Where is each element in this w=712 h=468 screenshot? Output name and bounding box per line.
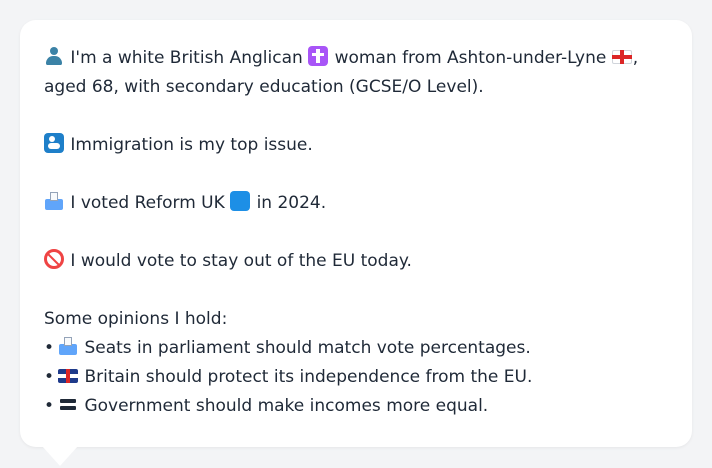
vote-line: I voted Reform UK in 2024.: [44, 189, 668, 218]
vote-year-text: in 2024.: [256, 193, 327, 213]
persona-message-bubble: I'm a white British Anglican woman from …: [20, 20, 692, 447]
intro-location-text: woman from Ashton-under-Lyne: [334, 48, 607, 68]
opinion-item: • Britain should protect its independenc…: [44, 363, 668, 392]
person-silhouette-icon: [44, 46, 64, 66]
latin-cross-icon: [308, 46, 329, 66]
top-issue-text: Immigration is my top issue.: [70, 135, 313, 155]
intro-identity-text: I'm a white British Anglican: [70, 48, 303, 68]
persona-intro: I'm a white British Anglican woman from …: [44, 44, 668, 102]
prohibited-icon: [44, 249, 64, 269]
blue-square-icon: [230, 191, 251, 211]
bullet: •: [44, 367, 55, 387]
eu-stance-line: I would vote to stay out of the EU today…: [44, 247, 668, 276]
vote-party-text: I voted Reform UK: [70, 193, 225, 213]
uk-flag-icon: [58, 369, 79, 383]
opinion-text: Britain should protect its independence …: [84, 367, 533, 387]
opinion-item: • Seats in parliament should match vote …: [44, 334, 668, 363]
ballot-box-icon: [44, 191, 64, 211]
opinion-text: Seats in parliament should match vote pe…: [84, 338, 531, 358]
intro-age-education-text: , aged 68, with secondary education (GCS…: [44, 48, 639, 97]
bullet: •: [44, 338, 55, 358]
bubble-tail: [42, 446, 78, 466]
top-issue-line: Immigration is my top issue.: [44, 131, 668, 160]
england-flag-icon: [611, 50, 632, 64]
opinion-text: Government should make incomes more equa…: [84, 396, 489, 416]
eu-stance-text: I would vote to stay out of the EU today…: [70, 251, 412, 271]
immigration-icon: [44, 133, 64, 153]
ballot-box-icon: [58, 336, 78, 356]
opinion-item: • Government should make incomes more eq…: [44, 392, 668, 421]
bullet: •: [44, 396, 55, 416]
equals-icon: [58, 394, 78, 414]
opinions-heading: Some opinions I hold:: [44, 309, 228, 329]
